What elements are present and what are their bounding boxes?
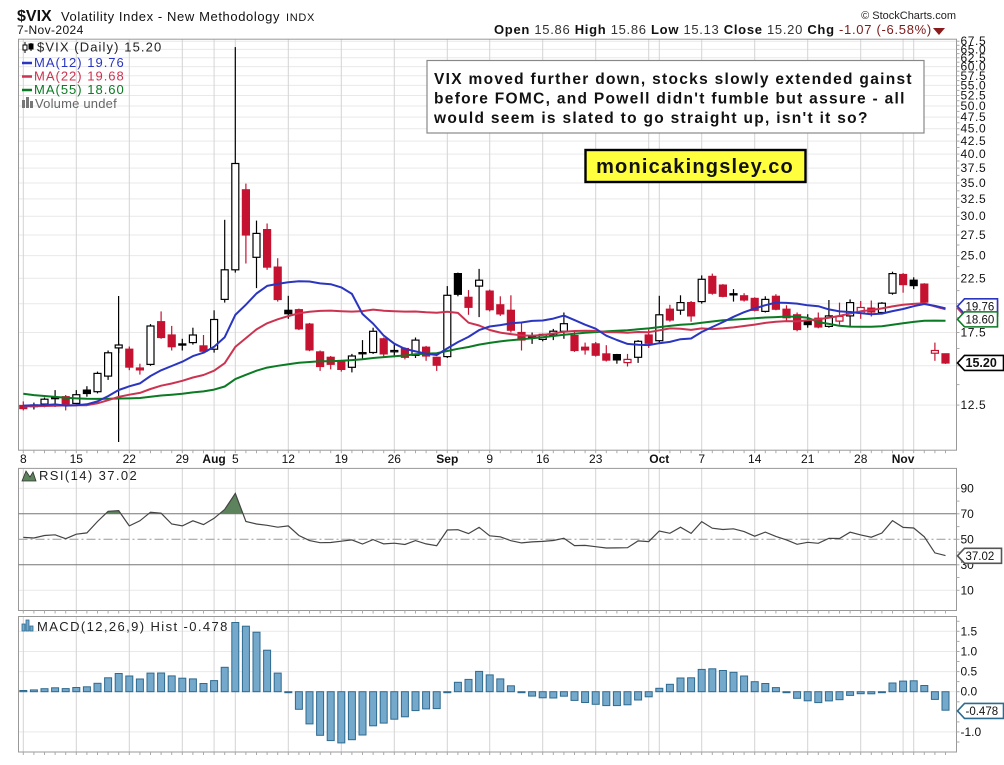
svg-text:40.0: 40.0 <box>961 147 987 161</box>
svg-text:32.5: 32.5 <box>961 192 987 206</box>
svg-text:-1.0: -1.0 <box>961 725 982 739</box>
svg-text:1.0: 1.0 <box>961 644 978 658</box>
svg-text:MA(22) 19.68: MA(22) 19.68 <box>34 69 125 84</box>
svg-text:Sep: Sep <box>436 452 458 466</box>
svg-text:12: 12 <box>282 452 296 466</box>
svg-text:0.5: 0.5 <box>961 665 978 679</box>
svg-text:16: 16 <box>536 452 550 466</box>
svg-text:27.5: 27.5 <box>961 228 987 242</box>
svg-text:19.76: 19.76 <box>966 301 995 313</box>
svg-text:12.5: 12.5 <box>961 398 987 412</box>
svg-text:18.60: 18.60 <box>966 314 995 326</box>
svg-text:28: 28 <box>854 452 868 466</box>
svg-text:37.5: 37.5 <box>961 161 987 175</box>
svg-text:65.0: 65.0 <box>961 42 987 56</box>
svg-text:MA(55) 18.60: MA(55) 18.60 <box>34 82 125 97</box>
svg-text:90: 90 <box>961 481 975 495</box>
svg-text:MA(12) 19.76: MA(12) 19.76 <box>34 55 125 70</box>
svg-text:26: 26 <box>388 452 402 466</box>
svg-text:22: 22 <box>123 452 137 466</box>
svg-text:MACD(12,26,9) Hist -0.478: MACD(12,26,9) Hist -0.478 <box>37 619 229 634</box>
svg-text:INDX: INDX <box>286 12 315 24</box>
svg-text:70: 70 <box>961 507 975 521</box>
svg-text:30.0: 30.0 <box>961 209 987 223</box>
svg-text:5: 5 <box>232 452 239 466</box>
svg-text:$VIX: $VIX <box>17 8 52 25</box>
svg-text:47.5: 47.5 <box>961 110 987 124</box>
svg-text:45.0: 45.0 <box>961 122 987 136</box>
svg-text:50: 50 <box>961 532 975 546</box>
svg-text:9: 9 <box>486 452 493 466</box>
svg-text:$VIX (Daily) 15.20: $VIX (Daily) 15.20 <box>37 40 162 55</box>
svg-text:25.0: 25.0 <box>961 249 987 263</box>
svg-text:monicakingsley.co: monicakingsley.co <box>596 156 794 178</box>
svg-text:15.20: 15.20 <box>966 356 997 370</box>
svg-text:7: 7 <box>698 452 705 466</box>
svg-text:60.0: 60.0 <box>961 60 987 74</box>
svg-text:52.5: 52.5 <box>961 88 987 102</box>
svg-text:Open 15.86 High 15.86 Low 15.1: Open 15.86 High 15.86 Low 15.13 Close 15… <box>494 22 932 37</box>
svg-text:62.5: 62.5 <box>961 51 987 65</box>
svg-text:50.0: 50.0 <box>961 99 987 113</box>
svg-text:10: 10 <box>961 583 975 597</box>
svg-text:23: 23 <box>589 452 603 466</box>
svg-text:14: 14 <box>748 452 762 466</box>
svg-text:© StockCharts.com: © StockCharts.com <box>861 10 956 22</box>
svg-text:35.0: 35.0 <box>961 176 987 190</box>
svg-text:55.0: 55.0 <box>961 78 987 92</box>
svg-text:Nov: Nov <box>892 452 915 466</box>
svg-text:17.5: 17.5 <box>961 326 987 340</box>
svg-text:before FOMC, and Powell didn't: before FOMC, and Powell didn't fumble bu… <box>434 91 906 108</box>
svg-text:57.5: 57.5 <box>961 69 987 83</box>
svg-text:37.02: 37.02 <box>966 551 995 563</box>
svg-text:15: 15 <box>70 452 84 466</box>
svg-text:would seem is slated to go str: would seem is slated to go straight up, … <box>433 110 869 127</box>
svg-text:VIX moved further down, stocks: VIX moved further down, stocks slowly ex… <box>434 71 913 88</box>
svg-text:Volume undef: Volume undef <box>35 96 117 111</box>
svg-text:1.5: 1.5 <box>961 624 978 638</box>
svg-text:19: 19 <box>335 452 349 466</box>
svg-text:RSI(14) 37.02: RSI(14) 37.02 <box>39 468 138 483</box>
svg-text:0.0: 0.0 <box>961 685 978 699</box>
svg-text:Volatility Index - New Methodo: Volatility Index - New Methodology <box>61 9 280 24</box>
svg-text:29: 29 <box>176 452 190 466</box>
svg-text:21: 21 <box>801 452 815 466</box>
svg-text:42.5: 42.5 <box>961 134 987 148</box>
svg-text:67.5: 67.5 <box>961 34 987 48</box>
svg-text:Aug: Aug <box>202 452 225 466</box>
svg-text:-0.478: -0.478 <box>966 706 999 718</box>
svg-text:8: 8 <box>20 452 27 466</box>
svg-text:7-Nov-2024: 7-Nov-2024 <box>17 23 84 37</box>
svg-text:Oct: Oct <box>649 452 669 466</box>
svg-text:22.5: 22.5 <box>961 271 987 285</box>
